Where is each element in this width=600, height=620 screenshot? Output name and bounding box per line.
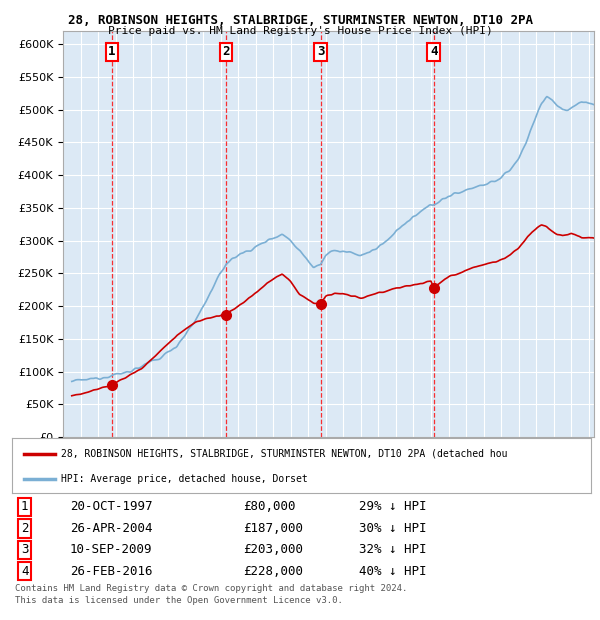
Text: 30% ↓ HPI: 30% ↓ HPI — [359, 522, 427, 535]
Text: £228,000: £228,000 — [244, 565, 304, 578]
Text: 32% ↓ HPI: 32% ↓ HPI — [359, 543, 427, 556]
Text: 10-SEP-2009: 10-SEP-2009 — [70, 543, 152, 556]
Text: 20-OCT-1997: 20-OCT-1997 — [70, 500, 152, 513]
Text: £187,000: £187,000 — [244, 522, 304, 535]
Text: 26-APR-2004: 26-APR-2004 — [70, 522, 152, 535]
Text: 28, ROBINSON HEIGHTS, STALBRIDGE, STURMINSTER NEWTON, DT10 2PA: 28, ROBINSON HEIGHTS, STALBRIDGE, STURMI… — [67, 14, 533, 27]
Text: £80,000: £80,000 — [244, 500, 296, 513]
Text: 28, ROBINSON HEIGHTS, STALBRIDGE, STURMINSTER NEWTON, DT10 2PA (detached hou: 28, ROBINSON HEIGHTS, STALBRIDGE, STURMI… — [61, 449, 508, 459]
Text: 1: 1 — [109, 45, 116, 58]
Text: Price paid vs. HM Land Registry's House Price Index (HPI): Price paid vs. HM Land Registry's House … — [107, 26, 493, 36]
Text: 1: 1 — [21, 500, 28, 513]
Text: £203,000: £203,000 — [244, 543, 304, 556]
Text: 3: 3 — [317, 45, 325, 58]
Text: 26-FEB-2016: 26-FEB-2016 — [70, 565, 152, 578]
Text: 4: 4 — [430, 45, 437, 58]
Text: 40% ↓ HPI: 40% ↓ HPI — [359, 565, 427, 578]
Text: This data is licensed under the Open Government Licence v3.0.: This data is licensed under the Open Gov… — [15, 596, 343, 606]
Text: Contains HM Land Registry data © Crown copyright and database right 2024.: Contains HM Land Registry data © Crown c… — [15, 584, 407, 593]
Text: HPI: Average price, detached house, Dorset: HPI: Average price, detached house, Dors… — [61, 474, 308, 484]
Text: 3: 3 — [21, 543, 28, 556]
Text: 2: 2 — [222, 45, 230, 58]
Text: 29% ↓ HPI: 29% ↓ HPI — [359, 500, 427, 513]
Text: 4: 4 — [21, 565, 28, 578]
Text: 2: 2 — [21, 522, 28, 535]
